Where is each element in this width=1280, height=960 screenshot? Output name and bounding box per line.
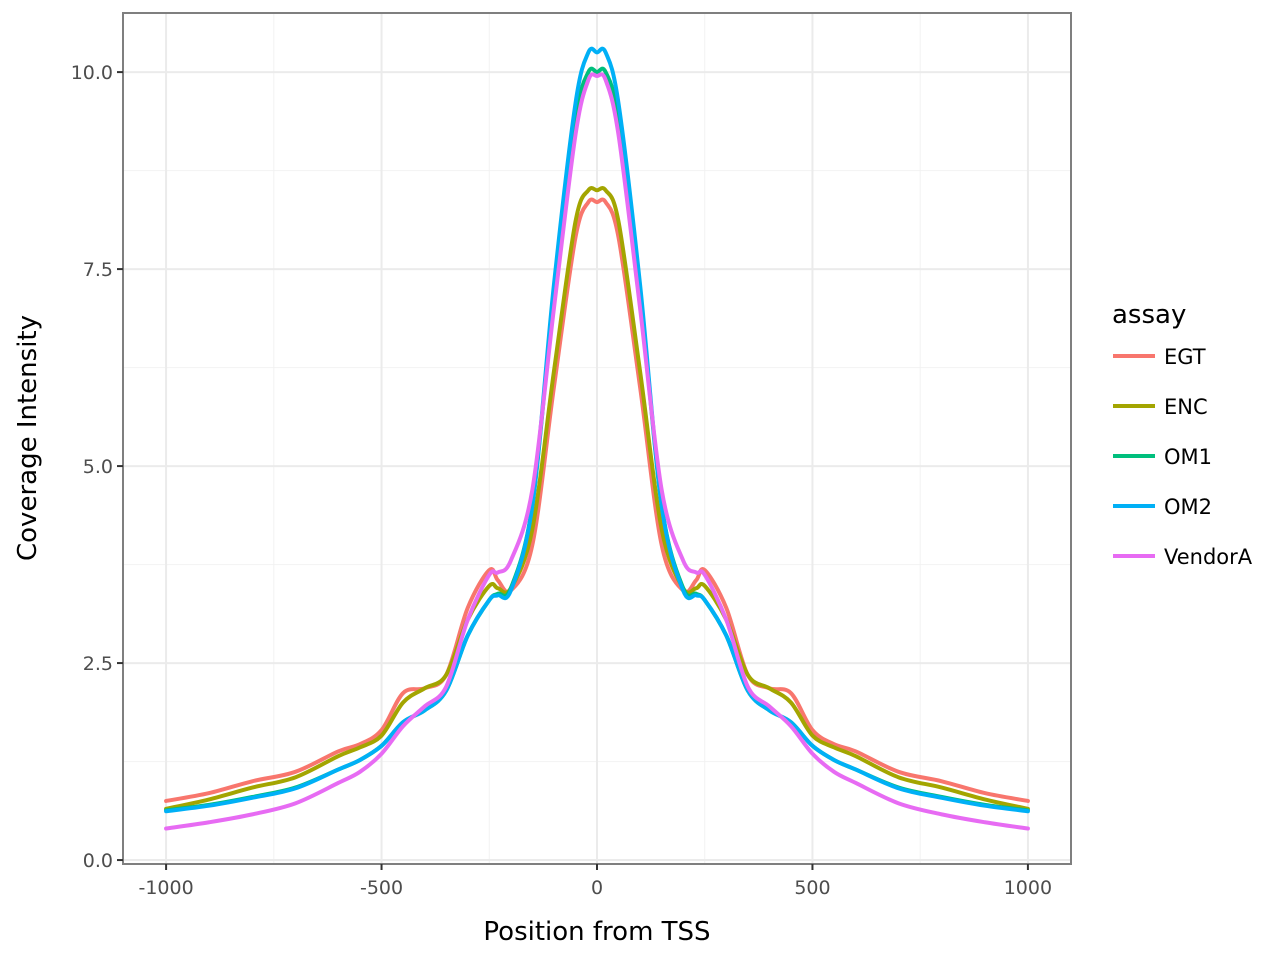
y-tick-label: 0.0 bbox=[83, 850, 113, 872]
legend-label-om1: OM1 bbox=[1164, 445, 1212, 469]
legend-title: assay bbox=[1112, 300, 1186, 330]
y-tick-label: 2.5 bbox=[83, 653, 113, 675]
x-axis: -1000 -500 0 500 1000 bbox=[138, 864, 1052, 899]
series-line-vendora bbox=[164, 72, 1030, 831]
series-line-enc bbox=[164, 185, 1030, 811]
legend-label-egt: EGT bbox=[1164, 345, 1206, 369]
legend-label-enc: ENC bbox=[1164, 395, 1208, 419]
series-line-om2 bbox=[164, 46, 1030, 814]
y-tick-label: 10.0 bbox=[71, 62, 113, 84]
x-axis-title: Position from TSS bbox=[483, 917, 710, 947]
y-tick-label: 5.0 bbox=[83, 456, 113, 478]
x-tick-label: 500 bbox=[794, 877, 830, 899]
series-lines bbox=[164, 46, 1030, 831]
y-tick-label: 7.5 bbox=[83, 259, 113, 281]
x-tick-label: -500 bbox=[360, 877, 403, 899]
legend-label-vendora: VendorA bbox=[1164, 545, 1253, 569]
legend-label-om2: OM2 bbox=[1164, 495, 1212, 519]
major-gridlines bbox=[123, 13, 1071, 864]
x-tick-label: -1000 bbox=[138, 877, 193, 899]
legend: assay EGT ENC OM1 OM2 VendorA bbox=[1112, 300, 1253, 569]
y-axis-title: Coverage Intensity bbox=[13, 315, 43, 561]
x-tick-label: 0 bbox=[591, 877, 603, 899]
x-tick-label: 1000 bbox=[1004, 877, 1052, 899]
y-axis: 0.0 2.5 5.0 7.5 10.0 bbox=[71, 62, 123, 872]
series-line-egt bbox=[164, 197, 1030, 803]
